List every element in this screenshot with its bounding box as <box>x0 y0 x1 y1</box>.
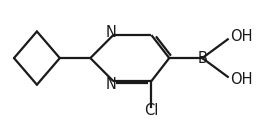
Text: OH: OH <box>230 29 253 44</box>
Text: Cl: Cl <box>144 103 159 118</box>
Text: N: N <box>105 25 116 40</box>
Text: OH: OH <box>230 72 253 87</box>
Text: B: B <box>198 51 208 66</box>
Text: N: N <box>105 77 116 92</box>
